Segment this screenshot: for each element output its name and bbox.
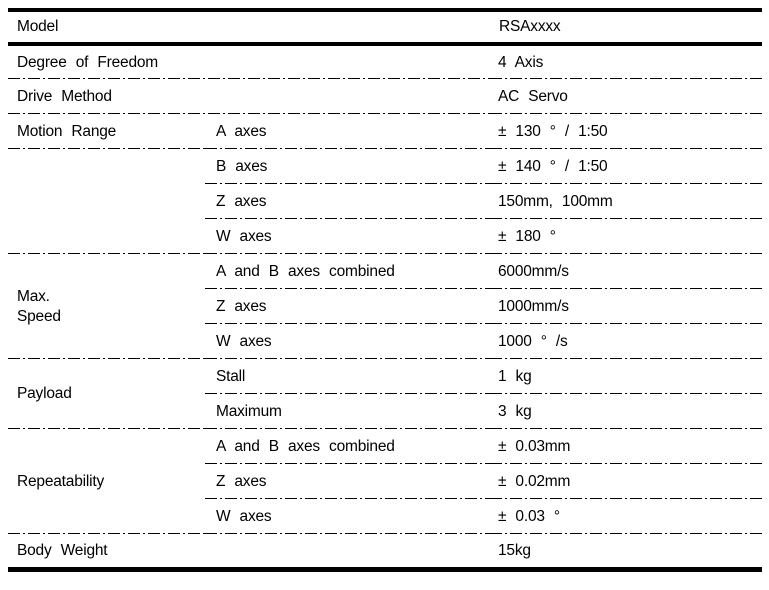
spec-group-label-cell: Repeatability bbox=[8, 429, 205, 534]
spec-table-body: Degree of Freedom 4 Axis Drive Method AC… bbox=[8, 44, 762, 569]
table-row: Z axes ± 0.02mm bbox=[8, 464, 762, 499]
spec-value-cell: 3 kg bbox=[490, 394, 762, 429]
spec-group-label-cell: Payload bbox=[8, 359, 205, 429]
spec-sub-label-cell: Stall bbox=[205, 359, 490, 394]
table-row: W axes ± 0.03 ° bbox=[8, 499, 762, 534]
spec-value-cell: 1000 ° /s bbox=[490, 324, 762, 359]
table-row: Z axes 1000mm/s bbox=[8, 289, 762, 324]
spec-sub-label-cell: A axes bbox=[205, 114, 490, 149]
spec-sub-label-cell: A and B axes combined bbox=[205, 254, 490, 289]
table-row: Max. Speed A and B axes combined 6000mm/… bbox=[8, 254, 762, 359]
header-model-cell: Model bbox=[8, 10, 490, 46]
spec-value-cell: ± 0.03 ° bbox=[490, 499, 762, 534]
table-row: Drive Method AC Servo bbox=[8, 79, 762, 114]
table-row: Degree of Freedom 4 Axis bbox=[8, 44, 762, 79]
table-row: Z axes 150mm, 100mm bbox=[8, 184, 762, 219]
header-row: Model RSAxxxx bbox=[8, 10, 762, 46]
spec-value-cell: 15kg bbox=[498, 541, 531, 559]
table-row: B axes ± 140 ° / 1:50 bbox=[8, 149, 762, 254]
table-row: Maximum 3 kg bbox=[8, 394, 762, 429]
spec-sub-label-cell: B axes bbox=[205, 149, 490, 184]
spec-value-cell: 1000mm/s bbox=[490, 289, 762, 324]
spec-sub-label-cell: W axes bbox=[205, 219, 490, 254]
spec-value-cell: 6000mm/s bbox=[490, 254, 762, 289]
table-row: Motion Range A axes ± 130 ° / 1:50 bbox=[8, 114, 762, 149]
spec-table-header: Model RSAxxxx bbox=[8, 10, 762, 46]
spec-label-cell: Drive Method bbox=[8, 79, 490, 114]
spec-table: Model RSAxxxx Degree of Freedom 4 Axis D… bbox=[8, 8, 762, 572]
table-row: W axes 1000 ° /s bbox=[8, 324, 762, 359]
table-row: W axes ± 180 ° bbox=[8, 219, 762, 254]
spec-value-cell: ± 140 ° / 1:50 bbox=[490, 149, 762, 184]
spec-label-cell: Degree of Freedom bbox=[8, 44, 490, 79]
spec-sub-label-cell: W axes bbox=[205, 499, 490, 534]
spec-sub-label-cell: Maximum bbox=[205, 394, 490, 429]
spec-value-cell: AC Servo bbox=[490, 79, 762, 114]
spec-sub-label-cell: A and B axes combined bbox=[205, 429, 490, 464]
spec-group-label-cell: Motion Range bbox=[8, 114, 205, 149]
empty-group-cell bbox=[8, 149, 205, 254]
header-value-cell: RSAxxxx bbox=[490, 10, 762, 46]
spec-group-label-cell: Max. Speed bbox=[8, 254, 205, 359]
spec-value-cell: 4 Axis bbox=[490, 44, 762, 79]
table-row: Body Weight 15kg bbox=[8, 534, 762, 569]
spec-sub-label-cell: W axes bbox=[205, 324, 490, 359]
spec-label-cell: Body Weight bbox=[17, 541, 108, 559]
spec-sub-label-cell: Z axes bbox=[205, 184, 490, 219]
table-row: Payload Stall 1 kg bbox=[8, 359, 762, 429]
spec-sub-label-cell: Z axes bbox=[205, 289, 490, 324]
table-row: Repeatability A and B axes combined ± 0.… bbox=[8, 429, 762, 534]
spec-value-cell: ± 0.03mm bbox=[490, 429, 762, 464]
spec-value-cell: 1 kg bbox=[490, 359, 762, 394]
spec-value-cell: ± 180 ° bbox=[490, 219, 762, 254]
spec-value-cell: ± 0.02mm bbox=[490, 464, 762, 499]
spec-sub-label-cell: Z axes bbox=[205, 464, 490, 499]
spec-value-cell: 150mm, 100mm bbox=[490, 184, 762, 219]
spec-value-cell: ± 130 ° / 1:50 bbox=[490, 114, 762, 149]
